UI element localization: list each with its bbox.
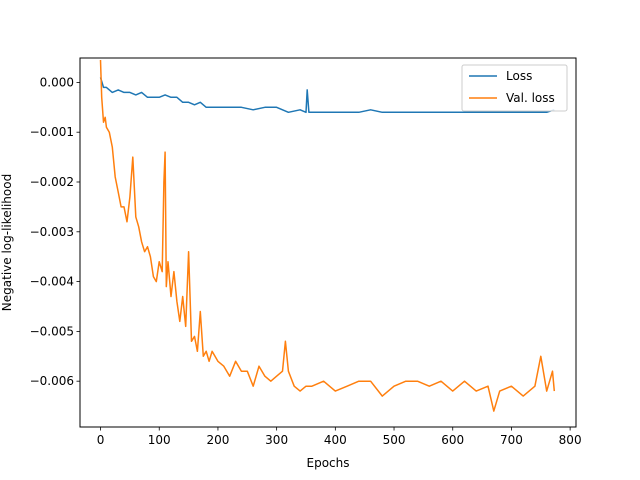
y-tick-label: −0.002 <box>30 175 74 189</box>
x-tick-label: 600 <box>441 433 464 447</box>
x-axis: 0 100 200 300 400 500 600 700 800 <box>97 427 582 447</box>
y-tick-label: −0.003 <box>30 225 74 239</box>
x-tick-label: 0 <box>97 433 105 447</box>
y-tick-label: −0.004 <box>30 275 74 289</box>
x-axis-title: Epochs <box>307 456 350 470</box>
y-axis: 0.000 −0.001 −0.002 −0.003 −0.004 −0.005 −0.00… <box>30 75 80 388</box>
y-tick-label: −0.006 <box>30 374 74 388</box>
legend: Loss Val. loss <box>461 64 568 112</box>
series-layer <box>99 59 556 412</box>
y-axis-title: Negative log-likelihood <box>0 174 14 311</box>
plot-area <box>79 57 577 428</box>
x-tick-label: 800 <box>559 433 582 447</box>
series-line-val-loss <box>99 59 556 412</box>
legend-label-val-loss: Val. loss <box>506 91 555 105</box>
x-tick-label: 300 <box>265 433 288 447</box>
y-tick-label: −0.001 <box>30 125 74 139</box>
x-tick-label: 500 <box>383 433 406 447</box>
series-line-loss <box>99 77 555 114</box>
x-tick-label: 700 <box>500 433 523 447</box>
y-tick-label: 0.000 <box>40 75 74 89</box>
x-tick-label: 400 <box>324 433 347 447</box>
legend-label-loss: Loss <box>506 69 532 83</box>
x-tick-label: 200 <box>206 433 229 447</box>
y-tick-label: −0.005 <box>30 324 74 338</box>
axes-frame <box>79 57 577 428</box>
x-tick-label: 100 <box>148 433 171 447</box>
